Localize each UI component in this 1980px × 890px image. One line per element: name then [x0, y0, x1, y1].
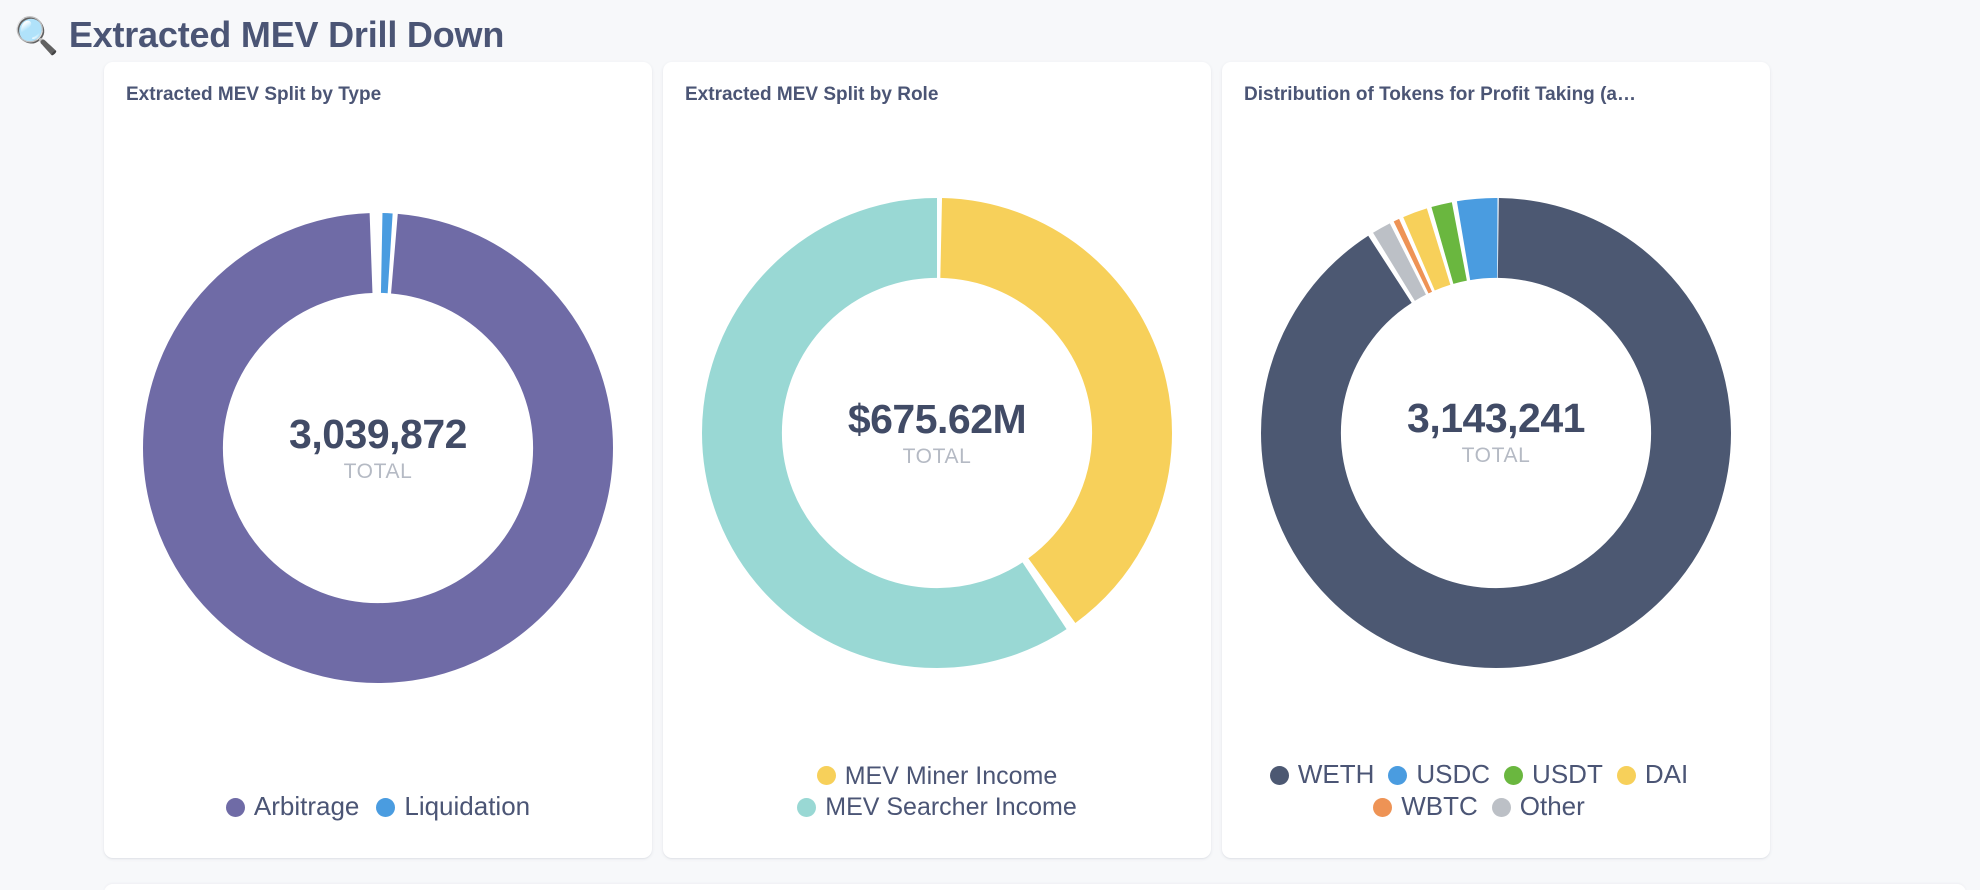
- next-card-peek: [104, 884, 1966, 890]
- legend-item-label: Arbitrage: [253, 791, 360, 822]
- chart-card-row: Extracted MEV Split by Type 3,039,872 TO…: [0, 62, 1980, 858]
- donut-slice-mev-searcher-income[interactable]: [702, 198, 1172, 669]
- legend-token-distribution: WETH USDC USDT DAI WBTC: [1244, 759, 1714, 844]
- legend-split-by-type: Arbitrage Liquidation: [126, 791, 630, 844]
- legend-item-mev-miner-income[interactable]: MEV Miner Income: [816, 761, 1058, 791]
- legend-item-label: USDT: [1532, 759, 1603, 790]
- legend-color-dot: [376, 797, 396, 817]
- legend-item-label: Liquidation: [404, 791, 531, 822]
- donut-graphic: 3,039,872 TOTAL: [143, 213, 613, 684]
- legend-item-liquidation[interactable]: Liquidation: [376, 791, 531, 822]
- card-token-distribution: Distribution of Tokens for Profit Taking…: [1222, 62, 1770, 858]
- legend-color-dot: [1269, 765, 1289, 785]
- legend-item-label: MEV Miner Income: [844, 761, 1058, 790]
- legend-item-dai[interactable]: DAI: [1616, 759, 1689, 790]
- card-extracted-mev-split-by-role: Extracted MEV Split by Role $675.62M TOT…: [663, 62, 1211, 858]
- legend-item-weth[interactable]: WETH: [1269, 759, 1375, 790]
- card-title: Distribution of Tokens for Profit Taking…: [1244, 84, 1636, 105]
- donut-svg: [1261, 197, 1731, 668]
- legend-item-label: USDC: [1416, 759, 1491, 790]
- card-extracted-mev-split-by-type: Extracted MEV Split by Type 3,039,872 TO…: [104, 62, 652, 858]
- legend-item-label: Other: [1519, 791, 1585, 822]
- legend-item-label: MEV Searcher Income: [825, 793, 1077, 822]
- donut-slice-weth[interactable]: [1261, 197, 1731, 668]
- page-header: 🔍 Extracted MEV Drill Down: [0, 0, 1980, 62]
- card-title: Extracted MEV Split by Role: [685, 84, 939, 105]
- donut-chart-split-by-role: $675.62M TOTAL: [685, 111, 1189, 762]
- legend-item-wbtc[interactable]: WBTC: [1373, 791, 1478, 822]
- donut-chart-token-distribution: 3,143,241 TOTAL: [1244, 111, 1748, 760]
- legend-item-label: WBTC: [1401, 791, 1478, 822]
- legend-item-mev-searcher-income[interactable]: MEV Searcher Income: [797, 793, 1077, 822]
- legend-item-label: WETH: [1297, 759, 1375, 790]
- legend-item-usdt[interactable]: USDT: [1504, 759, 1603, 790]
- donut-graphic: 3,143,241 TOTAL: [1261, 197, 1731, 668]
- legend-color-dot: [1373, 797, 1393, 817]
- donut-svg: [702, 198, 1172, 669]
- legend-item-usdc[interactable]: USDC: [1388, 759, 1491, 790]
- donut-slice-arbitrage[interactable]: [143, 213, 613, 684]
- legend-item-other[interactable]: Other: [1491, 791, 1585, 822]
- legend-item-arbitrage[interactable]: Arbitrage: [225, 791, 360, 822]
- donut-svg: [143, 213, 613, 684]
- legend-color-dot: [1504, 765, 1524, 785]
- legend-color-dot: [225, 797, 245, 817]
- donut-slice-mev-miner-income[interactable]: [702, 198, 1172, 669]
- legend-color-dot: [816, 766, 836, 786]
- legend-split-by-role: MEV Miner Income MEV Searcher Income: [685, 762, 1189, 845]
- donut-slice-usdc[interactable]: [1261, 197, 1731, 668]
- page-title: Extracted MEV Drill Down: [68, 14, 505, 55]
- legend-color-dot: [1491, 797, 1511, 817]
- legend-color-dot: [1616, 765, 1636, 785]
- donut-graphic: $675.62M TOTAL: [702, 198, 1172, 669]
- legend-item-label: DAI: [1644, 759, 1689, 790]
- legend-color-dot: [1388, 765, 1408, 785]
- donut-chart-split-by-type: 3,039,872 TOTAL: [126, 111, 630, 792]
- magnifying-glass-icon: 🔍: [14, 15, 59, 56]
- legend-color-dot: [797, 798, 817, 818]
- card-title: Extracted MEV Split by Type: [126, 84, 382, 105]
